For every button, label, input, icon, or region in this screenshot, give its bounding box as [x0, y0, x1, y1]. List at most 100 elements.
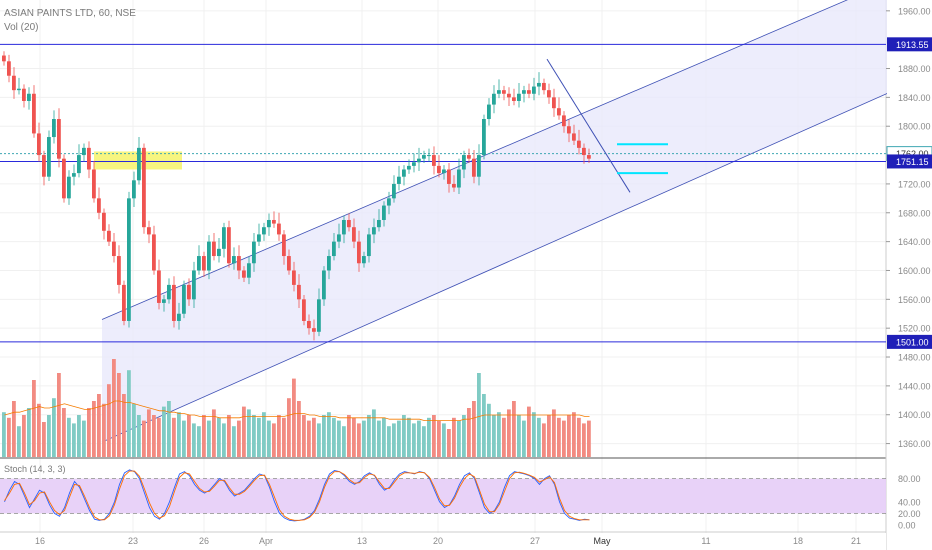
volume-bar: [327, 412, 331, 457]
price-tick-label: 1600.00: [898, 266, 931, 276]
candle-body: [527, 90, 531, 94]
price-tick-label: 1640.00: [898, 237, 931, 247]
candle-body: [237, 256, 241, 271]
horizontal-lines: [0, 43, 886, 343]
price-tick-label: 1840.00: [898, 93, 931, 103]
volume-bars: [2, 359, 591, 457]
volume-bar: [332, 417, 336, 457]
candle-body: [32, 93, 36, 134]
volume-bar: [382, 417, 386, 457]
candle-body: [172, 284, 176, 321]
volume-bar: [392, 423, 396, 457]
candle-body: [397, 176, 401, 184]
volume-bar: [372, 409, 376, 457]
candle-body: [577, 140, 581, 148]
volume-bar: [32, 380, 36, 457]
stoch-tick-label: 40.00: [898, 497, 921, 507]
volume-bar: [127, 370, 131, 457]
candle-body: [487, 104, 491, 120]
time-axis[interactable]: 16 23 26 Apr 13 20 27 May 11 18 21: [0, 533, 886, 550]
volume-bar: [232, 426, 236, 457]
volume-bar: [297, 401, 301, 457]
candle-body: [502, 90, 506, 94]
volume-bar: [172, 417, 176, 457]
candle-body: [552, 97, 556, 109]
price-label-tag: [887, 37, 932, 52]
candle-body: [287, 256, 291, 271]
volume-bar: [27, 408, 31, 457]
volume-bar: [262, 412, 266, 457]
candle-body: [562, 115, 566, 127]
candle-body: [182, 284, 186, 314]
volume-bar: [22, 415, 26, 457]
candle-body: [192, 270, 196, 300]
volume-bar: [102, 403, 106, 457]
candle-body: [582, 147, 586, 156]
candle-body: [412, 162, 416, 166]
candle-body: [52, 119, 56, 138]
volume-bar: [212, 409, 216, 457]
candle-body: [392, 183, 396, 199]
candle-body: [42, 155, 46, 177]
volume-bar: [532, 412, 536, 457]
candle-body: [322, 270, 326, 300]
volume-bar: [412, 423, 416, 457]
stoch-axis[interactable]: 80.00 40.00 20.00 0.00: [887, 460, 932, 532]
volume-bar: [167, 401, 171, 457]
volume-bar: [522, 420, 526, 457]
volume-bar: [207, 420, 211, 457]
volume-bar: [287, 398, 291, 457]
candle-body: [407, 165, 411, 170]
volume-bar: [47, 415, 51, 457]
stoch-tick-label: 80.00: [898, 474, 921, 484]
price-tick-label: 1960.00: [898, 6, 931, 16]
volume-bar: [292, 378, 296, 457]
candle-body: [302, 299, 306, 321]
candle-body: [217, 248, 221, 257]
candle-body: [357, 241, 361, 264]
volume-bar: [567, 415, 571, 457]
time-tick-label: 23: [128, 536, 138, 546]
candle-body: [82, 147, 86, 156]
volume-bar: [377, 420, 381, 457]
candle-body: [467, 155, 471, 159]
volume-bar: [552, 409, 556, 457]
price-tick-label: 1360.00: [898, 439, 931, 449]
candle-body: [442, 169, 446, 174]
time-tick-label: 21: [851, 536, 861, 546]
volume-bar: [502, 417, 506, 457]
candle-body: [147, 227, 151, 235]
volume-bar: [447, 429, 451, 457]
candle-body: [67, 176, 71, 199]
volume-bar: [237, 420, 241, 457]
candle-body: [547, 90, 551, 98]
candle-body: [262, 227, 266, 235]
price-label-text: 1501.00: [896, 337, 929, 347]
volume-bar: [417, 420, 421, 457]
volume-bar: [227, 415, 231, 457]
candle-body: [462, 155, 466, 170]
candle-body: [27, 93, 31, 101]
candle-body: [17, 88, 21, 91]
candle-body: [447, 169, 451, 184]
volume-bar: [437, 420, 441, 457]
candle-body: [307, 320, 311, 329]
candle-body: [222, 227, 226, 249]
volume-bar: [317, 423, 321, 457]
candle-body: [22, 88, 26, 101]
candle-body: [422, 155, 426, 159]
time-axis-bg: [0, 533, 886, 550]
volume-bar: [562, 420, 566, 457]
price-axis[interactable]: 1960.00 1880.00 1840.00 1800.00 1720.00 1680.…: [886, 0, 932, 458]
candle-body: [297, 284, 301, 300]
volume-legend: Vol (20): [4, 22, 39, 33]
candle-body: [57, 119, 61, 159]
candle-body: [267, 219, 271, 228]
candle-body: [312, 328, 316, 332]
stoch-d-line: [4, 470, 590, 521]
volume-bar: [72, 423, 76, 457]
volume-bar: [57, 373, 61, 457]
volume-bar: [587, 420, 591, 457]
volume-bar: [2, 412, 6, 457]
